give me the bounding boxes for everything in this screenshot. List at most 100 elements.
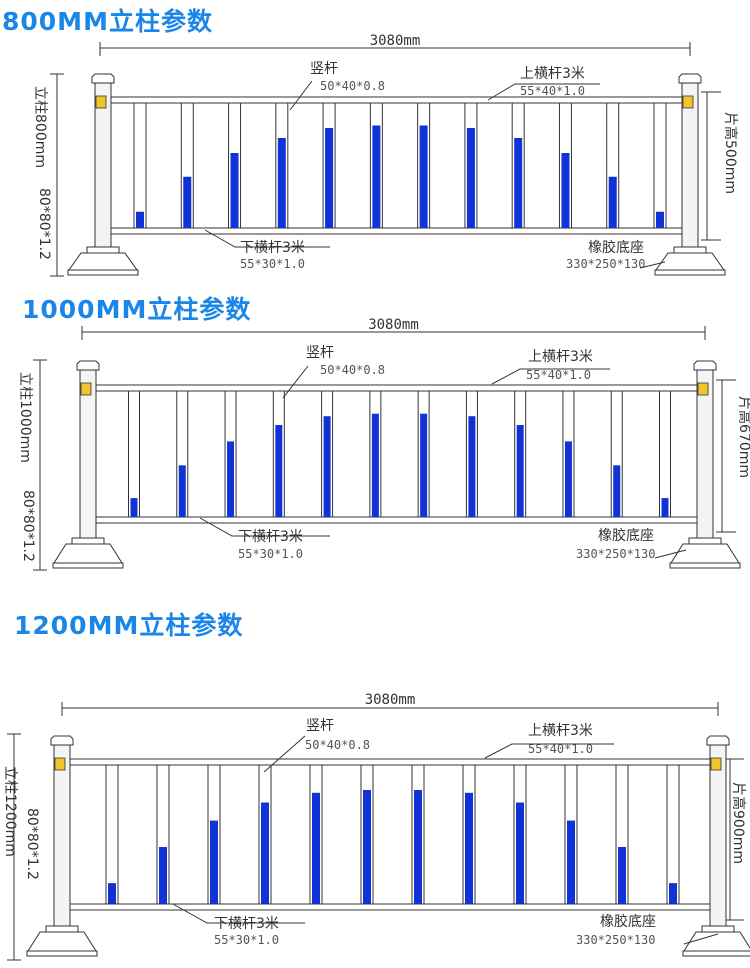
bottom-rail [69,903,711,911]
vertical-bar-fill [465,792,473,904]
vertical-bar-label: 竖杆 [310,61,338,77]
top-rail-leader [484,743,614,759]
panel-height-label: 片高670mm [736,396,750,478]
base-leader [639,261,666,269]
top-rail-spec: 55*40*1.0 [526,368,591,382]
top-rail [110,96,683,104]
vertical-bar-fill [275,425,283,517]
bottom-rail-label: 下横杆3米 [240,240,305,256]
left-reflector [54,757,66,771]
post-spec-label: 80*80*1.2 [24,808,40,880]
bottom-rail-leader [204,229,330,248]
vertical-bar-fill [227,441,235,517]
vertical-bar-fill [159,847,167,904]
right-base-body [683,931,750,952]
post-spec-label: 80*80*1.2 [36,188,52,260]
post-height-label: 立柱1200mm [2,766,18,857]
vertical-bar-fill [108,883,116,904]
base-leader [683,933,719,945]
left-base-foot [67,269,139,276]
vertical-bar-fill [363,790,371,904]
section-title: 1000MM立柱参数 [22,295,252,324]
vertical-bar-label: 竖杆 [306,718,334,734]
right-post [709,743,727,932]
section-1000: 1000MM立柱参数 3080mm 立柱1000mm 80*80*1.2 片高670m… [0,288,750,580]
right-post-cap [678,73,702,84]
vertical-bar [653,102,667,229]
vertical-bar-fill [661,498,669,517]
vertical-bar-spec: 50*40*0.8 [320,79,385,93]
vertical-bar-fill [613,465,621,517]
right-base-foot [682,950,750,957]
width-label: 3080mm [368,317,419,333]
fence-diagram: 3080mm 立柱1200mm 80*80*1.2 片高900mm 竖杆 50*40*0.… [2,692,750,961]
vertical-bar-label: 竖杆 [306,345,334,361]
right-base-collar [701,925,735,933]
vertical-bar-fill [277,138,286,228]
bottom-rail-label: 下横杆3米 [214,916,279,932]
vertical-bar-spec: 50*40*0.8 [305,738,370,752]
right-reflector [710,757,722,771]
right-reflector [682,95,694,109]
vertical-bar-fill [516,802,524,904]
left-post-cap [91,73,115,84]
right-base-collar [673,246,707,254]
width-label: 3080mm [370,33,421,49]
fence-diagram: 3080mm 立柱1000mm 80*80*1.2 片高670mm 竖杆 50*40*0.… [17,317,750,571]
vertical-bar-fill [371,413,379,517]
left-base-collar [86,246,120,254]
base-spec: 330*250*130 [576,933,655,947]
top-rail-leader [491,368,610,385]
top-rail-leader [487,83,600,101]
section-title: 800MM立柱参数 [2,7,213,36]
vertical-bar-fill [564,441,572,517]
bottom-rail-leader [172,903,305,924]
vertical-bar-fill [561,153,570,228]
vertical-bar-fill [567,820,575,904]
post-height-label: 立柱800mm [32,86,48,168]
vertical-bar [133,102,147,229]
right-reflector [697,382,709,396]
base-label: 橡胶底座 [600,913,656,930]
left-base-foot [26,950,98,957]
bottom-rail [110,227,683,235]
vertical-bar-fill [608,176,617,228]
vertical-bar-fill [419,125,428,228]
left-base-body [68,252,138,271]
vertical-bar-fill [516,425,524,517]
bottom-rail-label: 下横杆3米 [238,529,303,545]
vertical-bar-fill [514,138,523,228]
fence-diagram: 3080mm 立柱800mm 80*80*1.2 片高500mm 竖杆 50*40*0.8… [32,33,739,277]
top-rail-spec: 55*40*1.0 [528,742,593,756]
bottom-rail-leader [199,517,330,537]
width-label: 3080mm [365,692,416,708]
left-base-collar [45,925,79,933]
vertical-bar-spec: 50*40*0.8 [320,363,385,377]
vertical-bar-fill [656,211,664,228]
base-leader [654,549,687,559]
vertical-bar-fill [618,847,626,904]
left-base-collar [71,537,105,545]
top-rail [95,384,698,392]
vertical-bar-leader [263,735,306,773]
left-base-body [53,543,123,564]
right-post-cap [693,360,717,371]
vertical-bar-fill [325,128,334,228]
vertical-bar-fill [136,211,144,228]
left-reflector [80,382,92,396]
post-height-label: 立柱1000mm [17,372,33,463]
left-post [53,743,71,932]
bottom-rail-spec: 55*30*1.0 [238,547,303,561]
vertical-bar-fill [414,790,422,904]
left-reflector [95,95,107,109]
top-rail-label: 上横杆3米 [528,723,593,739]
vertical-bar-fill [372,125,381,228]
panel-height-label: 片高900mm [730,782,747,864]
vertical-bar-fill [178,465,186,517]
vertical-bar-fill [183,176,192,228]
base-label: 橡胶底座 [598,527,654,544]
bottom-rail [95,516,698,524]
bottom-rail-spec: 55*30*1.0 [214,933,279,947]
vertical-bar-fill [312,792,320,904]
left-base-body [27,931,97,952]
